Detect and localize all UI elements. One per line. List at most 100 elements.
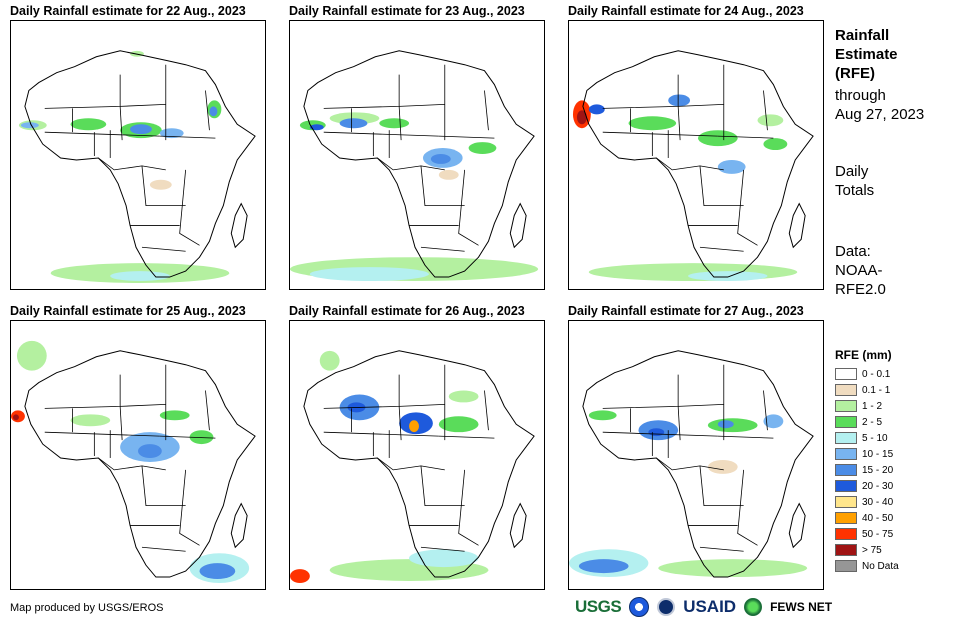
rainfall-area: [130, 124, 152, 135]
rainfall-area: [16, 340, 47, 371]
country-border: [98, 157, 166, 171]
rainfall-area: [648, 428, 665, 437]
country-border: [159, 135, 216, 139]
country-border: [205, 90, 210, 131]
legend-item: 1 - 2: [835, 398, 899, 414]
noaa-logo-icon: [629, 597, 650, 617]
fews-net-logo: FEWS NET: [770, 600, 833, 614]
rainfall-area: [159, 410, 190, 421]
rainfall-area: [209, 106, 218, 117]
rainfall-area: [588, 410, 617, 421]
rainfall-area: [448, 390, 479, 403]
country-border: [699, 246, 744, 252]
rainfall-area: [688, 271, 768, 282]
rainfall-area: [717, 420, 734, 429]
rainfall-map-4: [10, 320, 266, 590]
panel-title-4: Daily Rainfall estimate for 25 Aug., 202…: [10, 304, 246, 318]
map-credit: Map produced by USGS/EROS: [10, 602, 164, 614]
legend-item: 10 - 15: [835, 446, 899, 462]
map-canvas: [290, 50, 539, 282]
country-border: [602, 131, 718, 137]
legend-swatch: [835, 368, 857, 380]
legend-label: 50 - 75: [862, 528, 894, 540]
agency-logos: USGS USAID FEWS NET: [575, 596, 832, 618]
legend-label: 40 - 50: [862, 512, 894, 524]
legend-item: 30 - 40: [835, 494, 899, 510]
data-source-label: Data: NOAA- RFE2.0: [835, 243, 886, 298]
rainfall-area: [438, 169, 459, 180]
country-border: [438, 435, 495, 439]
country-border: [141, 246, 186, 252]
rainfall-area: [576, 110, 587, 125]
legend-swatch: [835, 544, 857, 556]
map-series-title: Rainfall Estimate (RFE): [835, 27, 898, 82]
country-border: [737, 169, 758, 246]
legend-title: RFE (mm): [835, 348, 892, 362]
panel-title-5: Daily Rainfall estimate for 26 Aug., 202…: [289, 304, 525, 318]
legend-item: 0 - 0.1: [835, 366, 899, 382]
rainfall-area: [70, 118, 107, 131]
country-border: [323, 74, 400, 109]
rainfall-area: [409, 549, 479, 568]
rainfall-area: [438, 416, 479, 433]
country-border: [699, 465, 744, 506]
legend-label: 20 - 30: [862, 480, 894, 492]
legend-swatch: [835, 480, 857, 492]
rainfall-area: [707, 459, 738, 474]
country-border: [717, 135, 774, 139]
country-border: [602, 431, 718, 437]
legend-item: > 75: [835, 542, 899, 558]
map-canvas: [569, 350, 814, 578]
country-border: [458, 169, 479, 246]
rainfall-area: [379, 118, 410, 129]
country-border: [377, 157, 445, 171]
legend-swatch: [835, 384, 857, 396]
rainfall-area: [70, 414, 111, 427]
rainfall-area: [668, 94, 691, 107]
rainfall-area: [763, 414, 784, 429]
country-border: [699, 165, 744, 206]
panel-title-1: Daily Rainfall estimate for 22 Aug., 202…: [10, 4, 246, 18]
country-border: [120, 104, 166, 107]
country-border: [98, 457, 166, 471]
map-canvas: [572, 50, 814, 282]
rainfall-area: [757, 114, 784, 127]
rainfall-area: [20, 122, 39, 129]
legend-swatch: [835, 400, 857, 412]
legend-label: 30 - 40: [862, 496, 894, 508]
rainfall-area: [763, 138, 788, 151]
legend-item: 5 - 10: [835, 430, 899, 446]
country-border: [420, 246, 465, 252]
country-border: [323, 131, 439, 137]
country-border: [656, 457, 724, 471]
map-canvas: [11, 340, 256, 583]
country-border: [737, 469, 758, 546]
through-date: through Aug 27, 2023: [835, 87, 925, 123]
country-border: [763, 90, 768, 131]
country-border: [399, 104, 445, 107]
panel-title-2: Daily Rainfall estimate for 23 Aug., 202…: [289, 4, 525, 18]
rainfall-area: [697, 130, 738, 147]
country-border: [141, 465, 186, 506]
legend-swatch: [835, 448, 857, 460]
legend-label: 2 - 5: [862, 416, 883, 428]
legend-item: 0.1 - 1: [835, 382, 899, 398]
country-border: [323, 431, 439, 437]
country-border: [656, 157, 724, 171]
country-border: [420, 546, 465, 552]
legend-item: No Data: [835, 558, 899, 574]
legend-item: 20 - 30: [835, 478, 899, 494]
madagascar-outline: [230, 202, 248, 249]
madagascar-outline: [230, 502, 248, 549]
madagascar-outline: [509, 202, 527, 249]
rainfall-map-5: [289, 320, 545, 590]
rainfall-area: [628, 116, 677, 131]
legend-label: 5 - 10: [862, 432, 888, 444]
country-border: [678, 104, 724, 107]
usaid-logo: USAID: [683, 597, 737, 616]
rainfall-area: [149, 179, 172, 190]
country-border: [399, 404, 445, 407]
africa-coastline: [24, 350, 256, 578]
legend-swatch: [835, 528, 857, 540]
map-canvas: [18, 50, 256, 283]
